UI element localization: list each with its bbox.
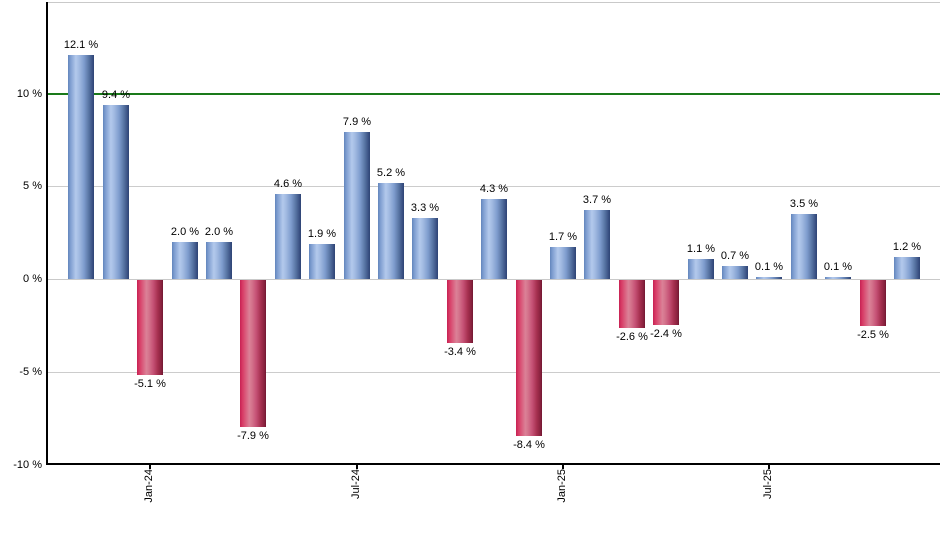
bar-value-label: 0.7 % <box>720 250 750 262</box>
bar-positive <box>309 244 335 279</box>
bar-positive <box>550 247 576 279</box>
bar-value-label: -2.6 % <box>616 331 648 343</box>
bar-value-label: 2.0 % <box>204 226 234 238</box>
bar-value-label: 5.2 % <box>376 167 406 179</box>
bar-value-label: 4.3 % <box>479 183 509 195</box>
y-axis-line <box>46 2 48 465</box>
gridline <box>46 279 940 280</box>
bar-negative <box>516 280 542 436</box>
bar-value-label: 12.1 % <box>63 39 99 51</box>
gridline <box>46 372 940 373</box>
x-tick-label-text: Jan-24 <box>143 469 155 503</box>
bar-value-label: 4.6 % <box>273 178 303 190</box>
bar-value-label: 1.7 % <box>548 231 578 243</box>
plot-top-border <box>46 2 940 3</box>
bar-value-label: -2.5 % <box>857 329 889 341</box>
x-axis-tick <box>356 463 358 469</box>
bar-positive <box>825 277 851 279</box>
bar-negative <box>860 280 886 326</box>
bar-positive <box>68 55 94 279</box>
bar-positive <box>344 132 370 279</box>
bar-positive <box>378 183 404 279</box>
x-axis-line <box>46 463 940 465</box>
y-tick-label: -5 % <box>19 366 42 378</box>
bar-positive <box>722 266 748 279</box>
bar-positive <box>412 218 438 279</box>
y-tick-label: 0 % <box>23 273 42 285</box>
y-tick-label: 10 % <box>16 88 42 100</box>
x-axis-tick <box>768 463 770 469</box>
x-tick-label-text: Jul-25 <box>762 469 774 499</box>
bar-value-label: 0.1 % <box>823 261 853 273</box>
bar-value-label: 2.0 % <box>170 226 200 238</box>
bar-positive <box>206 242 232 279</box>
bar-positive <box>481 199 507 279</box>
bar-value-label: 1.2 % <box>892 241 922 253</box>
bar-value-label: 9.4 % <box>101 89 131 101</box>
x-tick-label-text: Jul-24 <box>350 469 362 499</box>
bar-value-label: 1.1 % <box>686 243 716 255</box>
bar-value-label: -7.9 % <box>237 430 269 442</box>
bar-positive <box>172 242 198 279</box>
bar-negative <box>619 280 645 328</box>
reference-line-10pct <box>46 93 940 95</box>
bar-negative <box>447 280 473 343</box>
bar-positive <box>894 257 920 279</box>
y-tick-label: -10 % <box>13 459 42 471</box>
bar-value-label: 7.9 % <box>342 116 372 128</box>
bar-value-label: -8.4 % <box>513 439 545 451</box>
x-axis-tick <box>149 463 151 469</box>
bar-value-label: 3.3 % <box>410 202 440 214</box>
bar-value-label: -3.4 % <box>444 346 476 358</box>
bar-value-label: 1.9 % <box>307 228 337 240</box>
bar-value-label: 0.1 % <box>754 261 784 273</box>
bar-value-label: 3.5 % <box>789 198 819 210</box>
x-axis-tick <box>562 463 564 469</box>
x-tick-label-text: Jan-25 <box>556 469 568 503</box>
bar-positive <box>791 214 817 279</box>
bar-positive <box>688 259 714 279</box>
gridline <box>46 186 940 187</box>
bar-negative <box>240 280 266 427</box>
bar-negative <box>137 280 163 375</box>
bar-negative <box>653 280 679 325</box>
bar-positive <box>756 277 782 279</box>
bar-value-label: 3.7 % <box>582 194 612 206</box>
bar-positive <box>103 105 129 279</box>
bar-positive <box>584 210 610 279</box>
y-tick-label: 5 % <box>23 180 42 192</box>
bar-positive <box>275 194 301 279</box>
bar-value-label: -2.4 % <box>650 328 682 340</box>
bar-value-label: -5.1 % <box>134 378 166 390</box>
